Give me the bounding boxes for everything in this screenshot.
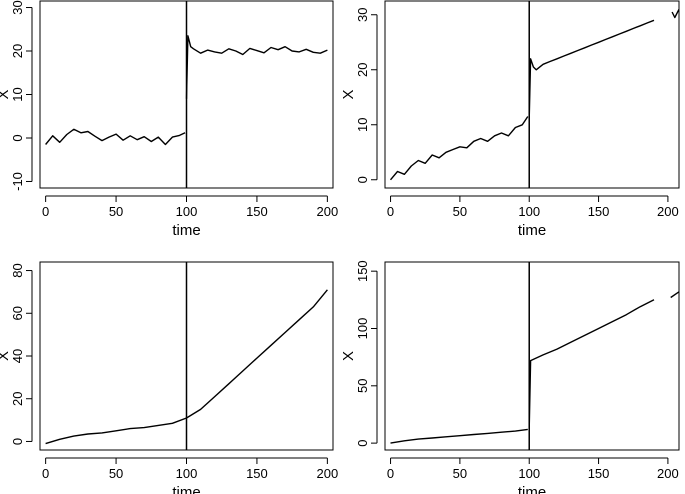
- x-tick-label: 150: [588, 466, 610, 481]
- y-axis-title: X: [0, 351, 12, 361]
- x-tick-label: 200: [317, 204, 339, 219]
- series-line-segment: [671, 8, 679, 19]
- y-tick-label: 20: [10, 391, 25, 405]
- panel-3: 0 50 100 150 200 0 20 40 60 80 time X: [0, 261, 339, 494]
- x-tick-label: 150: [246, 204, 268, 219]
- series-line-segment: [528, 299, 655, 430]
- x-tick-label: 200: [317, 466, 339, 481]
- y-tick-label: 0: [10, 438, 25, 445]
- x-tick-label: 150: [246, 466, 268, 481]
- y-tick-label: -10: [10, 172, 25, 191]
- series-line-segment: [670, 291, 679, 299]
- y-tick-label: 20: [355, 63, 370, 77]
- panel-1: 0 50 100 150 200 -10 0 10 20 30 time X: [0, 0, 338, 239]
- x-tick-label: 0: [42, 466, 49, 481]
- x-axis-title: time: [172, 222, 200, 239]
- y-axis-title: X: [340, 89, 357, 99]
- y-tick-label: 30: [10, 0, 25, 14]
- x-tick-label: 150: [588, 204, 610, 219]
- x-tick-label: 50: [453, 204, 467, 219]
- x-tick-label: 200: [657, 204, 679, 219]
- x-tick-label: 100: [176, 204, 198, 219]
- y-tick-label: 30: [355, 8, 370, 22]
- series-line-segment: [389, 116, 529, 181]
- y-tick-label: 80: [10, 263, 25, 277]
- x-tick-label: 50: [109, 204, 123, 219]
- x-axis-title: time: [172, 484, 200, 494]
- y-tick-label: 100: [355, 318, 370, 340]
- x-tick-label: 200: [657, 466, 679, 481]
- y-tick-label: 0: [355, 176, 370, 183]
- x-tick-label: 50: [109, 466, 123, 481]
- y-tick-label: 20: [10, 44, 25, 58]
- x-tick-label: 0: [387, 204, 394, 219]
- series-line-segment: [45, 289, 328, 445]
- series-line-segment: [45, 128, 186, 146]
- y-axis-title: X: [0, 89, 12, 99]
- y-tick-label: 60: [10, 306, 25, 320]
- y-tick-label: 10: [355, 118, 370, 132]
- y-tick-label: 10: [10, 87, 25, 101]
- y-axis-title: X: [340, 351, 357, 361]
- y-tick-label: 40: [10, 349, 25, 363]
- x-tick-label: 100: [176, 466, 198, 481]
- y-tick-label: 50: [355, 379, 370, 393]
- panel-2: 0 50 100 150 200 0 10 20 30 time X: [340, 0, 680, 239]
- plot-frame: [384, 261, 680, 451]
- plot-frame: [384, 0, 680, 189]
- x-axis-title: time: [518, 222, 546, 239]
- x-tick-label: 100: [518, 204, 540, 219]
- x-tick-label: 100: [518, 466, 540, 481]
- y-tick-label: 0: [355, 440, 370, 447]
- y-tick-label: 150: [355, 260, 370, 282]
- series-line-segment: [528, 19, 655, 120]
- x-tick-label: 50: [453, 466, 467, 481]
- x-tick-label: 0: [387, 466, 394, 481]
- series-line-segment: [390, 428, 528, 444]
- y-tick-label: 0: [10, 134, 25, 141]
- panel-4: 0 50 100 150 200 0 50 100 150 time X: [340, 260, 680, 494]
- x-tick-label: 0: [42, 204, 49, 219]
- x-axis-title: time: [518, 484, 546, 494]
- series-line-segment: [185, 35, 328, 99]
